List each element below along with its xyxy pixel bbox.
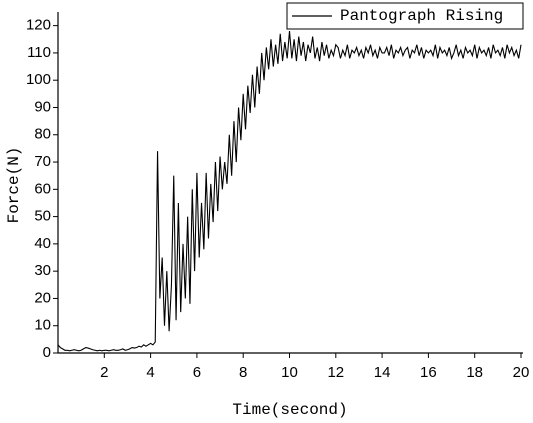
legend-label: Pantograph Rising xyxy=(340,7,503,25)
y-axis-label: Force(N) xyxy=(5,147,23,224)
y-tick-label: 50 xyxy=(34,208,51,225)
x-tick-label: 2 xyxy=(100,364,108,381)
x-tick-label: 16 xyxy=(420,364,437,381)
x-tick-label: 6 xyxy=(193,364,201,381)
y-tick-label: 90 xyxy=(34,98,51,115)
y-tick-label: 60 xyxy=(34,180,51,197)
y-tick-label: 30 xyxy=(34,262,51,279)
y-tick-label: 10 xyxy=(34,317,51,334)
x-tick-label: 10 xyxy=(281,364,298,381)
y-tick-label: 120 xyxy=(26,17,51,34)
y-tick-label: 20 xyxy=(34,289,51,306)
x-tick-label: 12 xyxy=(327,364,344,381)
y-tick-label: 80 xyxy=(34,126,51,143)
y-tick-label: 100 xyxy=(26,71,51,88)
data-line xyxy=(57,31,522,352)
x-tick-label: 20 xyxy=(513,364,530,381)
x-axis-label: Time(second) xyxy=(232,401,347,419)
x-tick-label: 8 xyxy=(239,364,247,381)
y-tick-label: 40 xyxy=(34,235,51,252)
y-tick-label: 70 xyxy=(34,153,51,170)
y-tick-label: 0 xyxy=(43,344,51,361)
x-tick-label: 18 xyxy=(466,364,483,381)
x-tick-label: 4 xyxy=(146,364,154,381)
y-tick-label: 110 xyxy=(27,44,51,61)
x-tick-label: 14 xyxy=(374,364,391,381)
